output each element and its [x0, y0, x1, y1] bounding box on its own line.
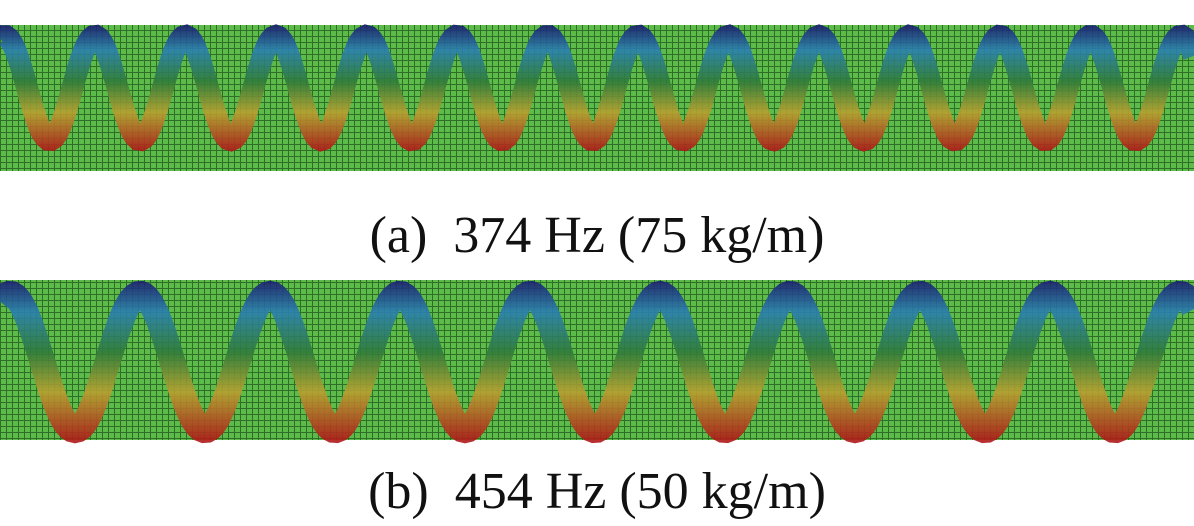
mode-shape [0, 24, 1194, 152]
caption: (b) 454 Hz (50 kg/m) [368, 463, 826, 520]
mode-shape [0, 280, 1194, 444]
caption: (a) 374 Hz (75 kg/m) [370, 207, 825, 264]
